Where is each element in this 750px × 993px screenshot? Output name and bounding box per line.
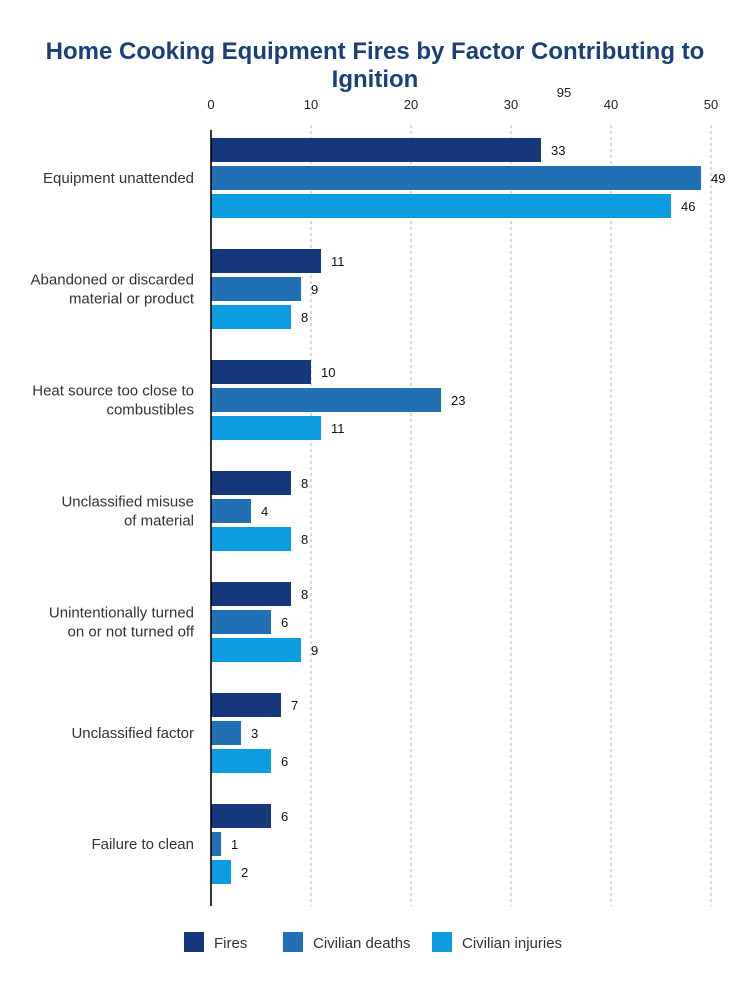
bar-value-label: 9	[311, 282, 318, 297]
bar-value-label: 11	[331, 254, 345, 269]
x-tick-label: 40	[604, 97, 618, 112]
bar-value-label: 8	[301, 476, 308, 491]
legend-label: Civilian injuries	[462, 935, 562, 952]
bar	[211, 527, 291, 551]
category-label: Failure to clean	[91, 836, 194, 853]
x-tick-label: 30	[504, 97, 518, 112]
bar-value-label: 46	[681, 199, 695, 214]
bar	[211, 721, 241, 745]
bar	[211, 832, 221, 856]
bar	[211, 499, 251, 523]
bar-value-label: 1	[231, 837, 238, 852]
bar-value-label: 3	[251, 726, 258, 741]
bar	[211, 471, 291, 495]
legend-swatch	[283, 932, 303, 952]
bar	[211, 166, 701, 190]
bar-value-label: 4	[261, 504, 268, 519]
bar	[211, 610, 271, 634]
legend-label: Fires	[214, 935, 247, 952]
legend-swatch	[184, 932, 204, 952]
bar	[211, 582, 291, 606]
legend: Fires Civilian deaths Civilian injuries	[184, 932, 562, 952]
bar-value-label: 49	[711, 171, 725, 186]
chart-title: Home Cooking Equipment Fires by Factor C…	[45, 38, 705, 93]
bar-value-label: 2	[241, 865, 248, 880]
bar	[211, 638, 301, 662]
x-tick-label: 10	[304, 97, 318, 112]
category-label: Unintentionally turned	[49, 605, 194, 622]
category-label: Abandoned or discarded	[31, 272, 194, 289]
bar	[211, 693, 281, 717]
x-axis-ticks: 0 10 20 30 40 50 95	[207, 85, 718, 112]
legend-label: Civilian deaths	[313, 935, 411, 952]
bar-value-label: 9	[311, 643, 318, 658]
bar	[211, 804, 271, 828]
legend-swatch	[432, 932, 452, 952]
bar	[211, 249, 321, 273]
bar-value-label: 6	[281, 809, 288, 824]
bar-value-label: 7	[291, 698, 298, 713]
bar-value-label: 6	[281, 754, 288, 769]
bar	[211, 416, 321, 440]
bar-value-label: 10	[321, 365, 335, 380]
category-label: combustibles	[106, 402, 194, 419]
bar	[211, 138, 541, 162]
bar	[211, 305, 291, 329]
bar-value-label: 6	[281, 615, 288, 630]
category-label: Unclassified factor	[71, 725, 194, 742]
bar-value-label: 23	[451, 393, 465, 408]
bar	[211, 388, 441, 412]
bar	[211, 749, 271, 773]
bar	[211, 360, 311, 384]
x-tick-label: 20	[404, 97, 418, 112]
category-label: Unclassified misuse	[61, 494, 194, 511]
grid-lines	[310, 125, 712, 906]
bar	[211, 194, 671, 218]
category-label: on or not turned off	[68, 624, 195, 641]
bar-value-label: 33	[551, 143, 565, 158]
category-labels: Equipment unattended Abandoned or discard…	[31, 170, 195, 853]
bar	[211, 277, 301, 301]
bar-value-label: 8	[301, 310, 308, 325]
bar	[211, 860, 231, 884]
category-label: of material	[124, 513, 194, 530]
category-label: material or product	[69, 291, 195, 308]
x-tick-label: 50	[704, 97, 718, 112]
category-label: Heat source too close to	[32, 383, 194, 400]
category-label: Equipment unattended	[43, 170, 194, 187]
bar-value-label: 8	[301, 532, 308, 547]
axis-annotation: 95	[557, 85, 571, 100]
bar-value-label: 11	[331, 421, 345, 436]
x-tick-label: 0	[207, 97, 214, 112]
bar-value-label: 8	[301, 587, 308, 602]
